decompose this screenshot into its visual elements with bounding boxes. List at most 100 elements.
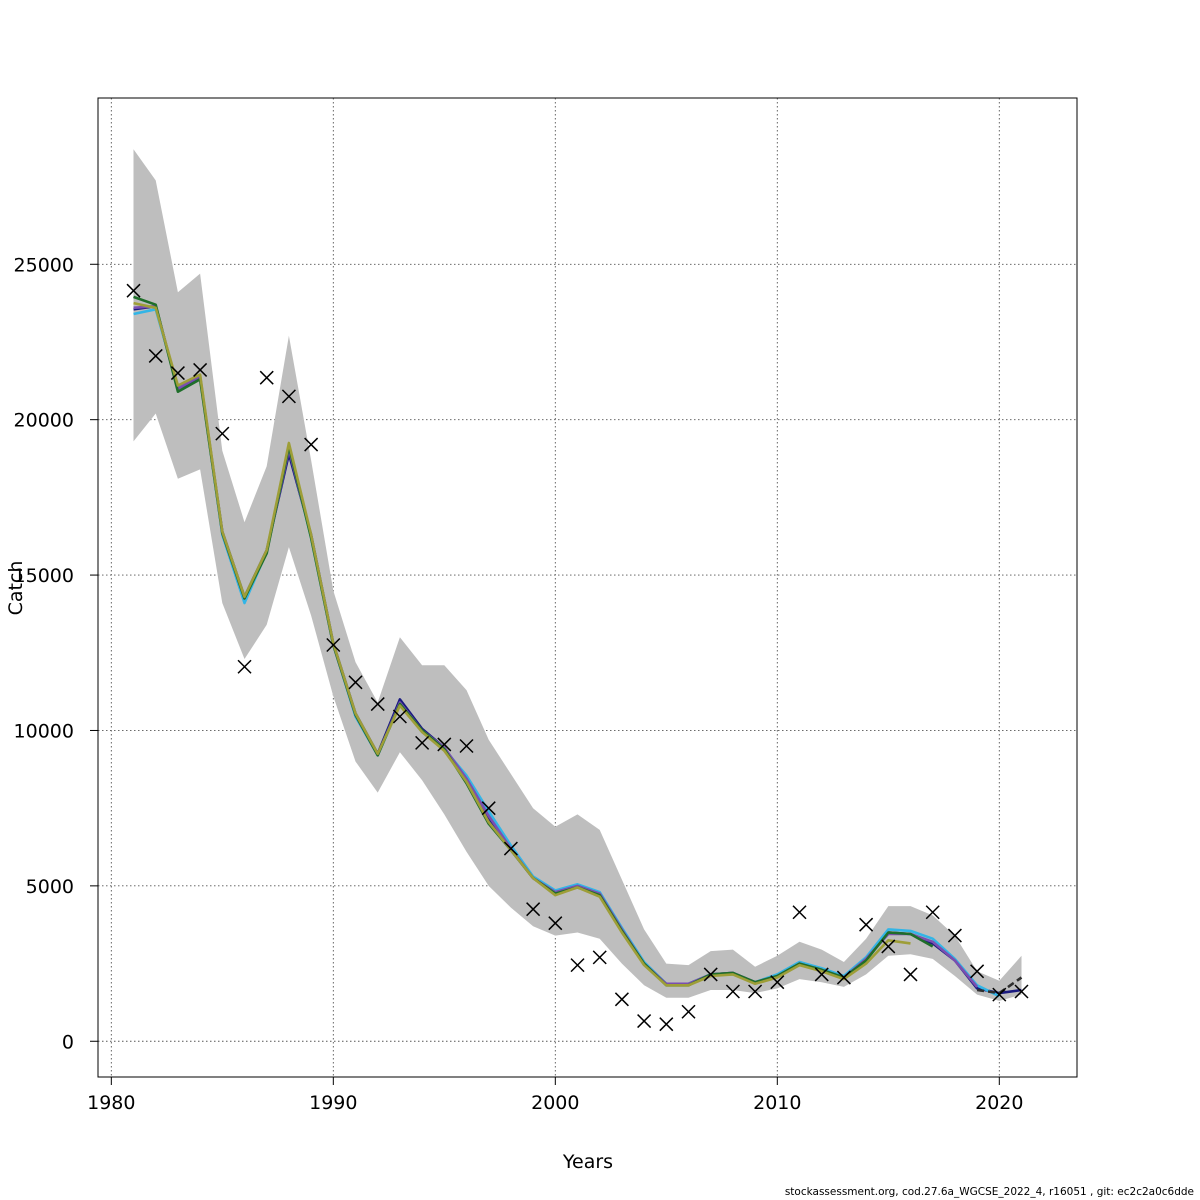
observation-point: [925, 905, 940, 920]
observation-stroke: [970, 964, 985, 979]
observation-point: [881, 939, 896, 954]
observation-stroke: [903, 967, 918, 982]
observation-stroke: [637, 1014, 652, 1029]
observation-point: [481, 801, 496, 816]
observation-stroke: [792, 905, 807, 920]
observation-point: [304, 437, 319, 452]
x-tick-label: 2010: [753, 1092, 801, 1114]
y-tick-label: 15000: [14, 565, 74, 587]
series-line-6: [976, 976, 1023, 995]
observation-point: [970, 964, 985, 979]
observation-point: [748, 984, 763, 999]
observation-stroke: [459, 738, 474, 754]
observation-point: [170, 366, 185, 381]
observation-stroke: [659, 1017, 674, 1032]
observation-stroke: [859, 917, 874, 932]
observation-point: [792, 905, 807, 920]
x-tick-label: 1990: [309, 1092, 357, 1114]
observation-point: [859, 917, 874, 932]
observation-point: [992, 987, 1007, 1002]
observation-stroke: [992, 987, 1007, 1002]
observation-stroke: [725, 984, 740, 999]
observation-stroke: [592, 950, 607, 965]
observation-stroke: [814, 967, 829, 982]
observation-stroke: [370, 697, 385, 712]
observation-point: [392, 709, 407, 724]
confidence-band: [133, 149, 1022, 1001]
confidence-band-area: [133, 149, 1022, 1001]
x-tick-label: 2020: [975, 1092, 1023, 1114]
y-axis-title: Catch: [5, 561, 27, 616]
x-tick-label: 2000: [531, 1092, 579, 1114]
observation-markers: [126, 283, 1029, 1032]
observation-point: [1014, 984, 1029, 999]
observation-point: [326, 637, 341, 653]
observation-stroke: [237, 659, 252, 674]
observation-point: [836, 970, 851, 985]
observation-stroke: [770, 975, 785, 990]
observation-stroke: [148, 348, 163, 363]
y-tick-label: 0: [62, 1031, 74, 1053]
observation-point: [614, 992, 629, 1007]
observation-point: [659, 1017, 674, 1032]
observation-stroke: [1014, 984, 1029, 999]
observation-point: [548, 916, 563, 931]
y-tick-label: 20000: [14, 410, 74, 432]
observation-stroke: [259, 370, 274, 385]
observation-point: [415, 735, 430, 750]
footer-credit: stockassessment.org, cod.27.6a_WGCSE_202…: [784, 1186, 1194, 1198]
observation-stroke: [170, 366, 185, 381]
observation-point: [237, 659, 252, 674]
observation-stroke: [526, 902, 541, 917]
observation-stroke: [304, 437, 319, 452]
y-tick-label: 10000: [14, 720, 74, 742]
series-line-5: [133, 301, 911, 987]
observation-point: [570, 958, 585, 973]
observation-stroke: [703, 967, 718, 982]
observation-stroke: [570, 958, 585, 973]
observation-point: [947, 928, 962, 943]
x-axis-title: Years: [562, 1151, 613, 1173]
observation-stroke: [681, 1004, 696, 1019]
observation-stroke: [126, 283, 141, 298]
observation-point: [503, 841, 518, 856]
observation-stroke: [326, 637, 341, 653]
observation-stroke: [881, 939, 896, 954]
observation-stroke: [193, 362, 208, 377]
observation-point: [526, 902, 541, 917]
observation-point: [193, 362, 208, 377]
observation-stroke: [348, 675, 363, 690]
y-tick-label: 25000: [14, 254, 74, 276]
observation-stroke: [503, 841, 518, 856]
y-tick-label: 5000: [26, 876, 74, 898]
observation-point: [681, 1004, 696, 1019]
observation-stroke: [836, 970, 851, 985]
observation-point: [148, 348, 163, 363]
plot-frame: [97, 97, 1078, 1078]
observation-stroke: [392, 709, 407, 724]
observation-stroke: [614, 992, 629, 1007]
observation-point: [459, 738, 474, 754]
observation-point: [703, 967, 718, 982]
observation-point: [814, 967, 829, 982]
x-tick-label: 1980: [87, 1092, 135, 1114]
observation-stroke: [281, 389, 296, 404]
observation-point: [592, 950, 607, 965]
observation-stroke: [437, 737, 452, 752]
observation-stroke: [215, 426, 230, 441]
observation-point: [637, 1014, 652, 1029]
observation-stroke: [947, 928, 962, 943]
observation-point: [437, 737, 452, 752]
series-lines: [133, 295, 1023, 998]
observation-stroke: [415, 735, 430, 750]
observation-point: [126, 283, 141, 298]
observation-point: [215, 426, 230, 441]
observation-stroke: [548, 916, 563, 931]
observation-stroke: [925, 905, 940, 920]
observation-point: [348, 675, 363, 690]
observation-point: [259, 370, 274, 385]
observation-point: [725, 984, 740, 999]
observation-point: [903, 967, 918, 982]
observation-stroke: [748, 984, 763, 999]
